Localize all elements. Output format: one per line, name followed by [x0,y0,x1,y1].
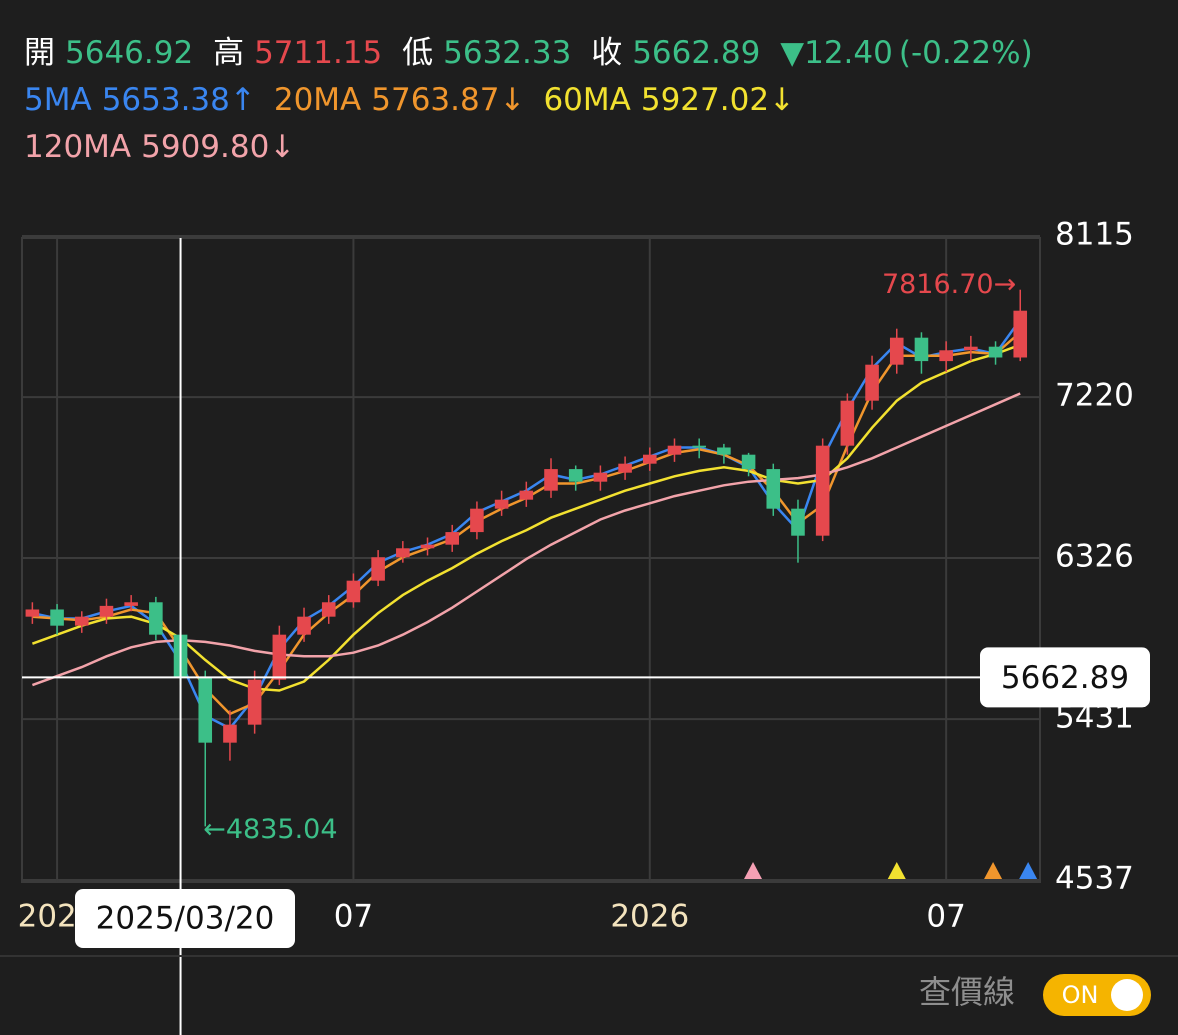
crosshair-date: 2025/03/20 [96,901,275,937]
candle-body [791,508,805,536]
candle-body [494,499,509,509]
candle-body [618,463,632,473]
toggle[interactable]: ON [1043,974,1151,1016]
candle-body [346,580,361,603]
candle-body [964,346,978,351]
y-tick-label: 6326 [1055,539,1134,575]
legend-value: 5909.80↓ [141,129,296,165]
label: 低 [402,35,434,71]
candle-body [198,677,213,743]
quote-header: 開 5646.92 高 5711.15 低 5632.33 收 5662.89 ▼12.… [24,30,1164,171]
candle-body [865,364,879,401]
max-label: 7816.70→ [882,269,1016,300]
legend-name: 60MA [543,82,631,118]
candle-body [717,447,731,455]
candle-body [519,490,534,500]
signal-marker [984,862,1003,879]
plot-frame [21,237,1041,883]
change: ▼12.40 [780,35,893,71]
legend-name: 120MA [24,129,132,165]
crosshair-value-box [980,647,1150,708]
candle-body [297,616,311,635]
label: 高 [213,35,245,71]
candle-body [50,609,64,626]
candle-body [470,508,484,533]
candle-body [840,400,855,446]
crosshair-value: 5662.89 [1001,660,1129,696]
x-tick-label: 07 [334,899,373,935]
toggle-state: ON [1062,981,1099,1009]
candle-body [889,337,904,365]
x-tick-label: 07 [926,899,965,935]
candle-body [741,454,756,470]
candle-body [1013,310,1028,358]
candle-body [272,634,287,680]
y-tick-label: 8115 [1055,217,1134,253]
candle-body [74,616,89,626]
candle-body [815,445,830,536]
candle-body [124,602,138,606]
candle-body [593,472,608,482]
candle-body [99,605,114,617]
label: 開 [24,35,55,71]
label: 收 [591,35,623,71]
ma-line [31,392,1021,687]
toggle-label: 查價線 [919,973,1015,1011]
candle-body [247,679,262,725]
crosshair-date-box [75,889,295,948]
signal-marker [744,862,763,879]
candle-body [445,532,460,545]
candle-body [223,724,237,743]
ohlc-row: 開 5646.92 高 5711.15 低 5632.33 收 5662.89 ▼12.… [24,30,1164,77]
ma-line [31,343,1021,692]
legend-value: 5927.02↓ [640,82,796,118]
legend-name: 5MA [24,82,92,118]
y-tick-label: 7220 [1055,378,1134,414]
signal-marker [887,862,906,879]
candle-body [544,469,558,491]
legend-value: 5653.38↑ [101,82,256,118]
legend-value: 5763.87↓ [371,82,526,118]
value: 5632.33 [443,35,572,71]
x-tick-label: 2026 [610,899,689,935]
candle-body [149,602,163,635]
y-tick-label: 4537 [1055,861,1134,897]
toggle-knob [1111,979,1143,1011]
change-pct: (-0.22%) [898,35,1033,71]
candle-body [371,557,385,581]
value: 5711.15 [254,35,383,71]
candle-body [642,454,657,464]
signal-marker [1019,862,1038,879]
value: 5646.92 [65,35,194,71]
candle-body [692,445,706,448]
min-label: ←4835.04 [203,814,337,845]
candle-body [420,544,435,549]
candle-body [321,602,336,617]
candle-body [988,346,1003,358]
candle-body [939,350,953,362]
candle-body [766,469,781,509]
candle-body [396,548,410,558]
value: 5662.89 [632,35,761,71]
candle-body [568,469,583,482]
candle-body [25,609,40,617]
ma-legend: 5MA 5653.38↑ 20MA 5763.87↓ 60MA 5927.02↓ 120MA… [24,77,1164,171]
legend-name: 20MA [273,82,362,118]
candle-body [914,337,929,362]
candle-body [667,445,682,455]
